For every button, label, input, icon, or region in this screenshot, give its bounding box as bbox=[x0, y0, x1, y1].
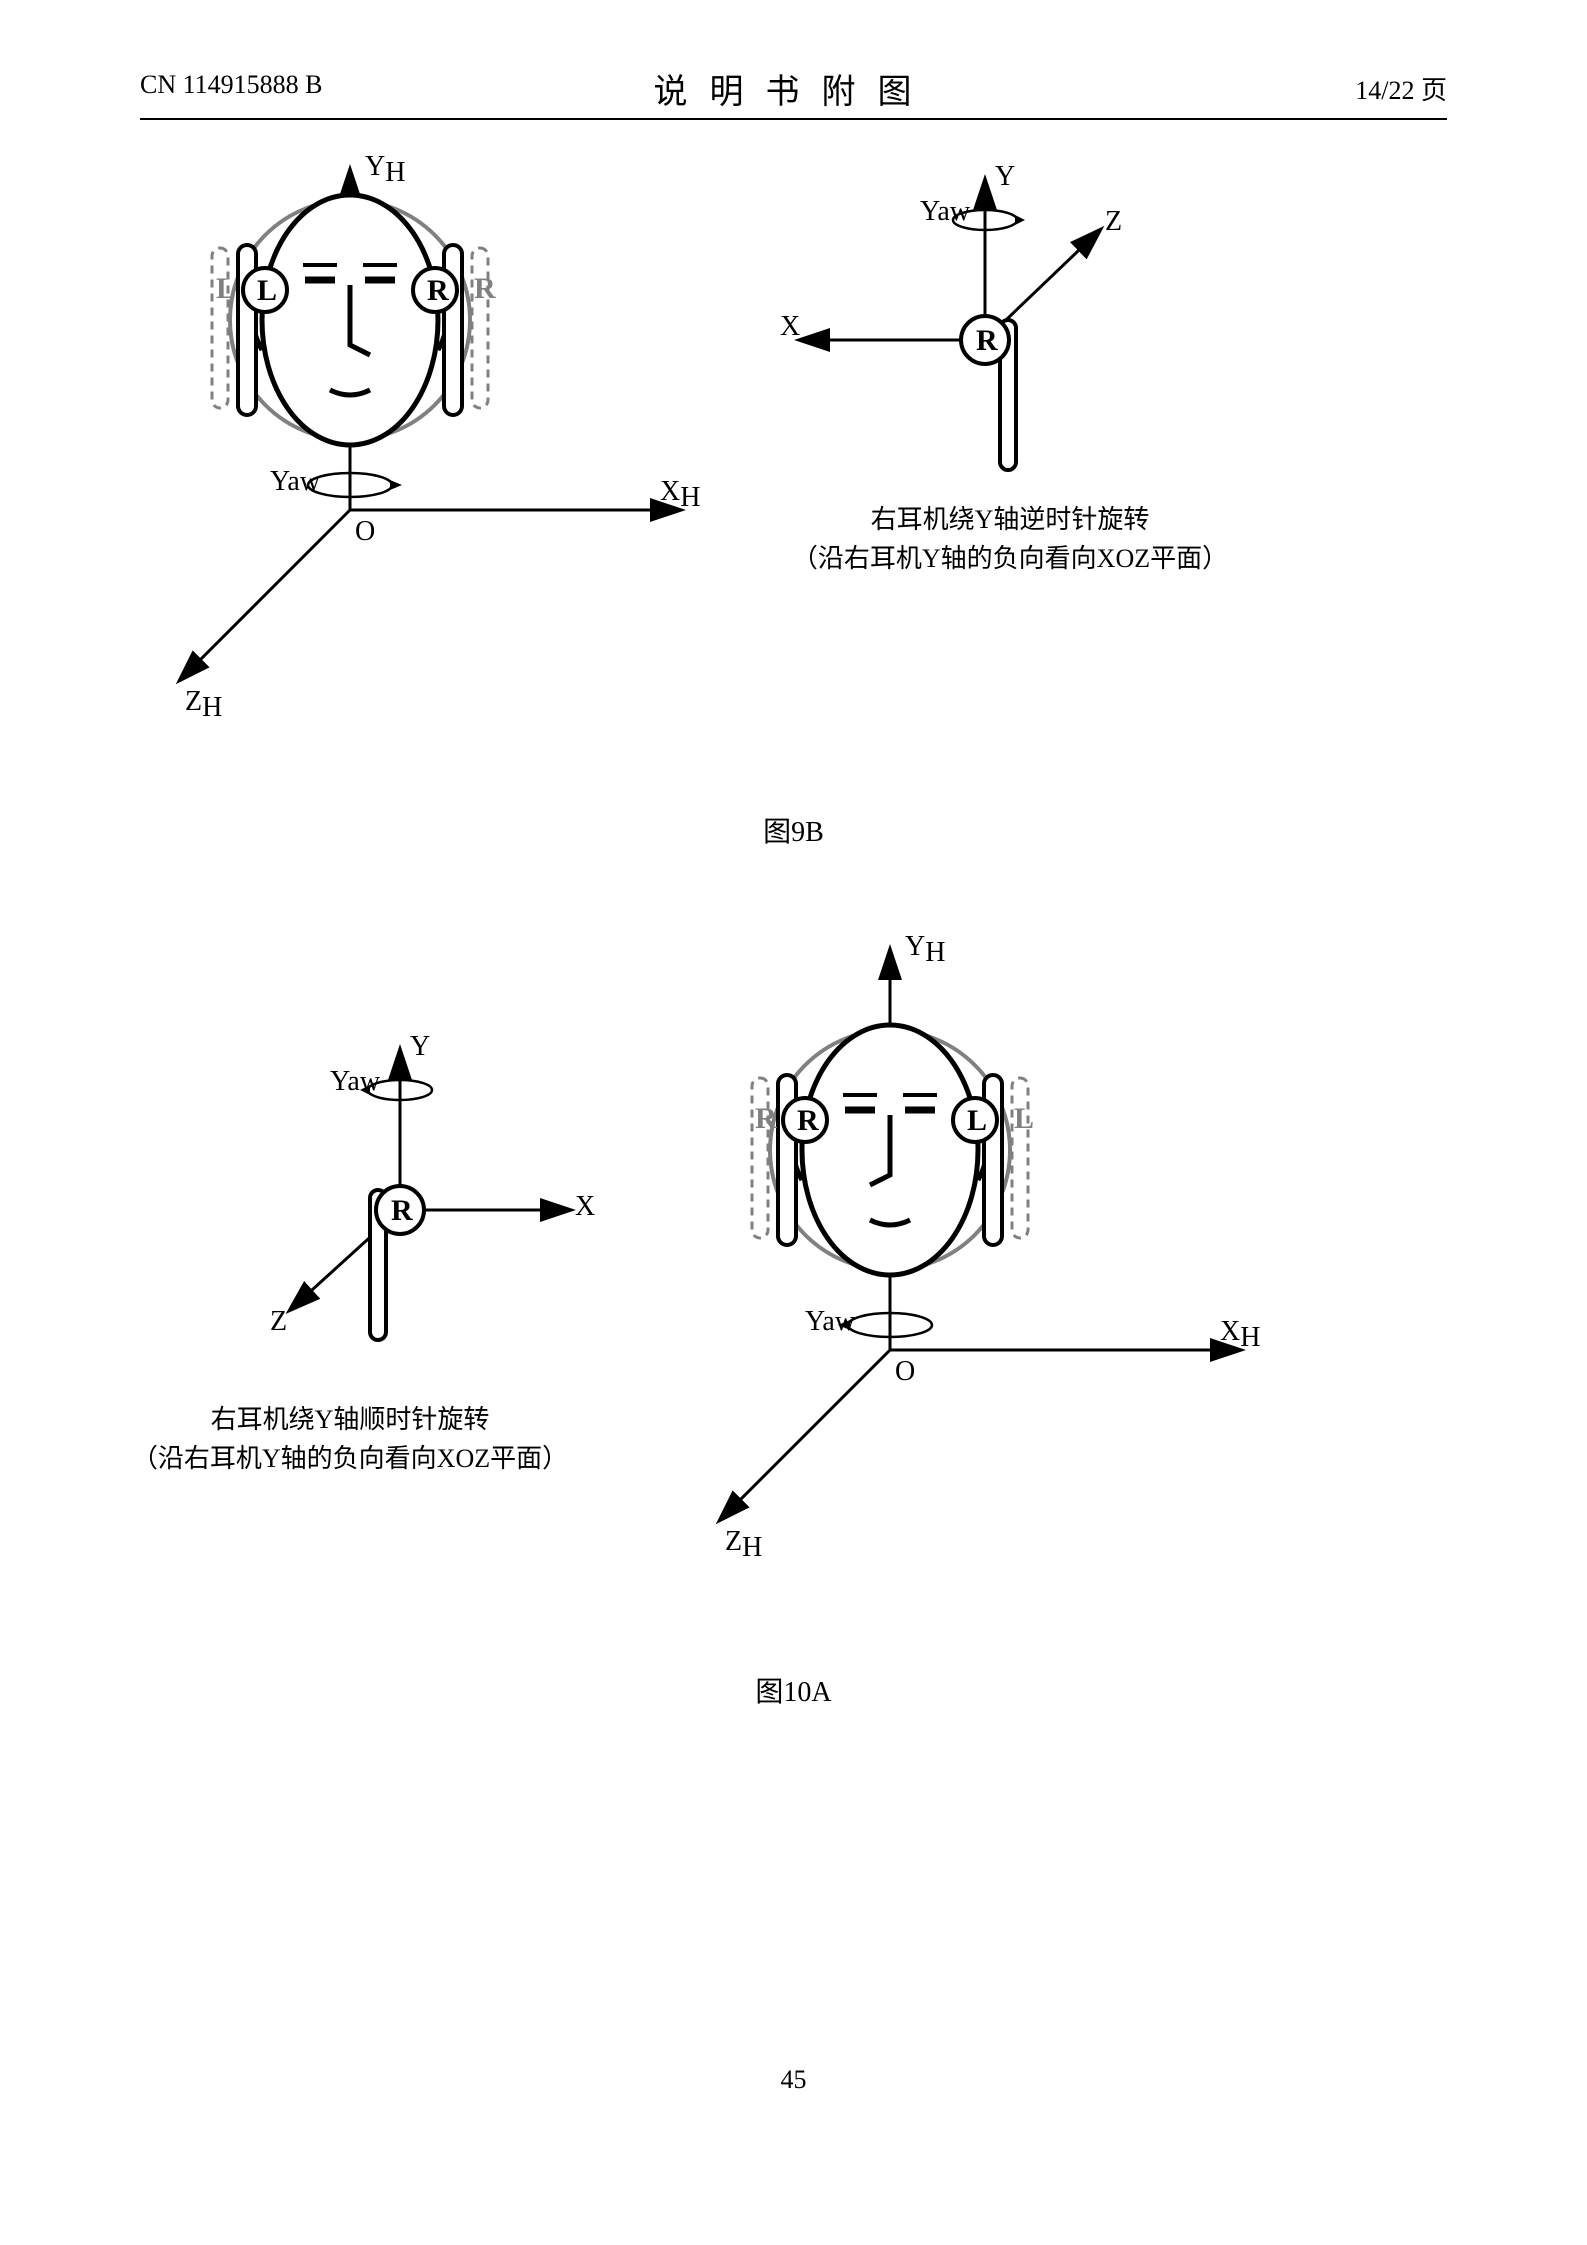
z-axis-label: Z bbox=[185, 686, 202, 717]
x-axis-label: X bbox=[780, 311, 800, 342]
figure-9b-earphone-diagram: Y X Z Yaw R bbox=[720, 150, 1200, 530]
right-earphone-ghost: R bbox=[755, 1102, 777, 1135]
section-title: 说明书附图 bbox=[140, 64, 1447, 113]
y-axis-sub: H bbox=[385, 157, 405, 188]
yaw-label: Yaw bbox=[330, 1066, 381, 1097]
svg-text:YH: YH bbox=[365, 151, 405, 188]
right-earphone-ghost: R bbox=[474, 272, 496, 305]
left-earphone-label: L bbox=[967, 1104, 987, 1137]
yaw-label: Yaw bbox=[920, 196, 971, 227]
y-axis-sub: H bbox=[925, 937, 945, 968]
svg-text:XH: XH bbox=[660, 476, 700, 513]
y-axis-label: Y bbox=[365, 151, 385, 182]
figure-10a-earphone-diagram: Y X Z Yaw R bbox=[170, 1010, 650, 1390]
z-axis-label: Z bbox=[725, 1526, 742, 1557]
yaw-label: Yaw bbox=[805, 1306, 856, 1337]
x-axis-label: X bbox=[1220, 1316, 1240, 1347]
page-info: 14/22 页 bbox=[1355, 70, 1447, 107]
z-axis-sub: H bbox=[202, 692, 222, 723]
page: CN 114915888 B 说明书附图 14/22 页 YH XH ZH O … bbox=[0, 0, 1587, 2245]
x-axis-label: X bbox=[660, 476, 680, 507]
caption-line1: 右耳机绕Y轴逆时针旋转 bbox=[871, 505, 1150, 534]
y-axis-label: Y bbox=[995, 161, 1015, 192]
page-number: 45 bbox=[0, 2065, 1587, 2095]
figure-10a-head-diagram: YH XH ZH O Yaw R L bbox=[620, 920, 1320, 1600]
origin-label: O bbox=[895, 1356, 915, 1387]
caption-line1: 右耳机绕Y轴顺时针旋转 bbox=[211, 1405, 490, 1434]
caption-line2: （沿右耳机Y轴的负向看向XOZ平面） bbox=[132, 1444, 568, 1473]
r-label: R bbox=[391, 1194, 413, 1227]
x-axis-sub: H bbox=[1240, 1322, 1260, 1353]
z-axis-label: Z bbox=[1105, 206, 1122, 237]
svg-text:XH: XH bbox=[1220, 1316, 1260, 1353]
z-axis-label: Z bbox=[270, 1306, 287, 1337]
figure-9b-head-diagram: YH XH ZH O Yaw L R bbox=[120, 140, 770, 760]
figure-10a-caption: 图10A bbox=[0, 1670, 1587, 1710]
caption-line2: （沿右耳机Y轴的负向看向XOZ平面） bbox=[792, 544, 1228, 573]
yaw-label: Yaw bbox=[270, 466, 321, 497]
r-label: R bbox=[976, 324, 998, 357]
right-earphone-label: R bbox=[797, 1104, 819, 1137]
figure-10a-earphone-caption: 右耳机绕Y轴顺时针旋转 （沿右耳机Y轴的负向看向XOZ平面） bbox=[100, 1400, 600, 1478]
x-axis-sub: H bbox=[680, 482, 700, 513]
x-axis-label: X bbox=[575, 1191, 595, 1222]
y-axis-label: Y bbox=[905, 931, 925, 962]
svg-text:ZH: ZH bbox=[725, 1526, 762, 1563]
left-earphone-ghost: L bbox=[1014, 1102, 1034, 1135]
page-header: CN 114915888 B 说明书附图 14/22 页 bbox=[140, 70, 1447, 120]
right-earphone-label: R bbox=[427, 274, 449, 307]
left-earphone-ghost: L bbox=[216, 272, 236, 305]
svg-text:YH: YH bbox=[905, 931, 945, 968]
figure-9b-earphone-caption: 右耳机绕Y轴逆时针旋转 （沿右耳机Y轴的负向看向XOZ平面） bbox=[760, 500, 1260, 578]
figure-9b-caption: 图9B bbox=[0, 810, 1587, 850]
origin-label: O bbox=[355, 516, 375, 547]
y-axis-label: Y bbox=[410, 1031, 430, 1062]
left-earphone-label: L bbox=[257, 274, 277, 307]
svg-text:ZH: ZH bbox=[185, 686, 222, 723]
z-axis-sub: H bbox=[742, 1532, 762, 1563]
